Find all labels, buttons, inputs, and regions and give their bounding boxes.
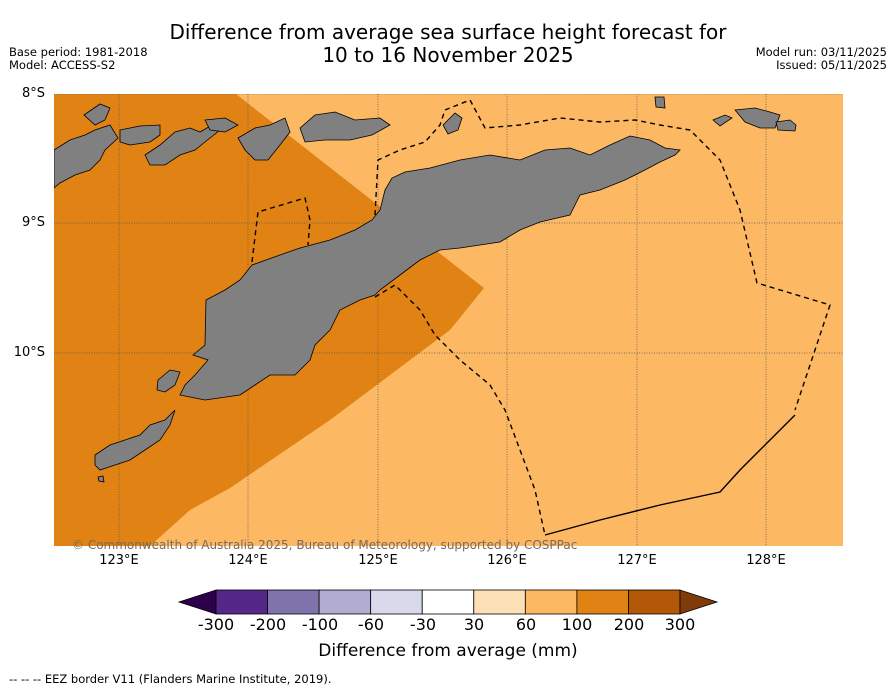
- chart-title-line2: 10 to 16 November 2025: [322, 43, 574, 67]
- eez-border: [251, 99, 831, 536]
- ndana-island: [97, 475, 105, 483]
- colorbar-tick-label: 30: [463, 615, 485, 634]
- model-name-text: Model: ACCESS-S2: [9, 58, 116, 72]
- colorbar-bin: [421, 589, 475, 615]
- copyright-notice: © Commonwealth of Australia 2025, Bureau…: [72, 538, 578, 552]
- colorbar-bin: [524, 589, 578, 615]
- semau-island: [156, 369, 181, 393]
- colorbar-tick-label: 200: [613, 615, 645, 634]
- lon-label-124e: 124°E: [228, 553, 268, 568]
- alor-island: [237, 117, 291, 161]
- lat-label-10s: 10°S: [13, 345, 45, 360]
- lat-label-8s: 8°S: [21, 86, 45, 101]
- eez-legend-note: -- -- -- EEZ border V11 (Flanders Marine…: [9, 672, 332, 686]
- colorbar-extend-high: [679, 589, 719, 615]
- colorbar-bin: [576, 589, 629, 615]
- lat-label-9s: 9°S: [21, 215, 45, 230]
- lon-label-123e: 123°E: [99, 553, 139, 568]
- colorbar-tick-label: -60: [357, 615, 385, 634]
- colorbar-bin: [267, 589, 320, 615]
- chart-title-line1: Difference from average sea surface heig…: [169, 20, 727, 44]
- eez-border-solid: [544, 414, 796, 536]
- colorbar-tick-label: -100: [301, 615, 339, 634]
- colorbar-bin: [628, 589, 681, 615]
- timor-island: [179, 135, 681, 401]
- colorbar-extend-low: [177, 589, 217, 615]
- colorbar-bin: [318, 589, 372, 615]
- colorbar-tick-label: 300: [664, 615, 696, 634]
- lon-label-126e: 126°E: [487, 553, 527, 568]
- colorbar-title: Difference from average (mm): [318, 641, 578, 661]
- colorbar-tick-label: -300: [197, 615, 235, 634]
- colorbar-tick-label: -200: [249, 615, 287, 634]
- colorbar-bin: [215, 589, 268, 615]
- moa-island: [775, 119, 797, 132]
- flores-island: [54, 124, 119, 189]
- colorbar-bin: [473, 589, 526, 615]
- issued-date-text: Issued: 05/11/2025: [776, 58, 887, 72]
- small-island-top: [654, 96, 666, 109]
- colorbar-tick-label: -30: [409, 615, 437, 634]
- rote-island: [94, 409, 176, 471]
- kisar-island: [712, 114, 733, 127]
- lon-label-125e: 125°E: [358, 553, 398, 568]
- lon-label-127e: 127°E: [617, 553, 657, 568]
- land-masses: [54, 96, 797, 483]
- colorbar-tick-label: 100: [561, 615, 593, 634]
- colorbar-bin: [370, 589, 423, 615]
- small-island-north: [442, 112, 463, 135]
- lon-label-128e: 128°E: [746, 553, 786, 568]
- base-period-text: Base period: 1981-2018: [9, 45, 148, 59]
- colorbar-tick-label: 60: [515, 615, 537, 634]
- adonara-island: [119, 124, 161, 146]
- pantar-island: [204, 117, 239, 133]
- wetar-island: [299, 111, 391, 143]
- solor-island: [83, 103, 111, 126]
- model-run-text: Model run: 03/11/2025: [755, 45, 887, 59]
